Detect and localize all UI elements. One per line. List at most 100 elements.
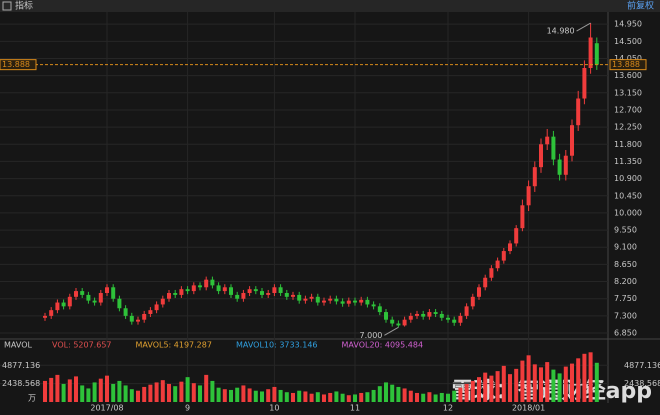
volume-bar bbox=[483, 372, 488, 402]
volume-bar bbox=[402, 388, 407, 402]
volume-bar bbox=[514, 368, 519, 402]
volume-bar bbox=[291, 392, 295, 402]
candle-body bbox=[191, 285, 196, 292]
annotation-label: 14.980 bbox=[547, 27, 575, 36]
candle-body bbox=[371, 304, 376, 307]
volume-legend: MAVOL10: 3733.146 bbox=[236, 341, 318, 350]
volume-bar bbox=[222, 389, 227, 402]
candle-body bbox=[43, 315, 47, 318]
candle-body bbox=[173, 293, 178, 295]
volume-bar bbox=[229, 389, 233, 402]
volume-bar bbox=[61, 383, 66, 402]
y-tick-label: 9.100 bbox=[614, 243, 637, 252]
candle-body bbox=[154, 304, 159, 311]
candle-body bbox=[111, 287, 116, 299]
volume-bar bbox=[253, 390, 258, 402]
volume-bar bbox=[160, 380, 165, 402]
adjust-button[interactable]: 前复权 bbox=[627, 0, 654, 12]
candle-body bbox=[309, 296, 314, 299]
volume-bar bbox=[235, 387, 240, 402]
candle-body bbox=[129, 315, 134, 322]
volume-bar bbox=[55, 374, 60, 402]
volume-bar bbox=[334, 391, 339, 402]
volume-bar bbox=[421, 393, 426, 402]
volume-bar bbox=[532, 364, 537, 402]
candle-body bbox=[105, 287, 109, 294]
candle-body bbox=[514, 228, 519, 244]
candle-body bbox=[588, 37, 593, 69]
y-tick-label: 6.850 bbox=[614, 329, 637, 338]
volume-bar bbox=[148, 384, 153, 402]
volume-bar bbox=[396, 386, 401, 402]
candle-body bbox=[458, 315, 463, 323]
candle-body bbox=[576, 98, 581, 126]
annotation-label: 7.000 bbox=[359, 331, 382, 340]
volume-bar bbox=[576, 358, 581, 402]
volume-bar bbox=[117, 380, 122, 402]
volume-bar bbox=[384, 382, 388, 402]
y-tick-label: 11.800 bbox=[614, 140, 642, 149]
candle-body bbox=[278, 287, 283, 294]
volume-bar bbox=[446, 393, 450, 402]
volume-bar bbox=[185, 377, 190, 402]
volume-bar bbox=[365, 392, 370, 402]
candle-body bbox=[297, 294, 302, 301]
volume-bar bbox=[489, 375, 494, 402]
volume-bar bbox=[594, 362, 599, 402]
volume-bar bbox=[539, 367, 543, 402]
volume-bar bbox=[526, 355, 531, 402]
candle-body bbox=[148, 310, 153, 314]
candle-body bbox=[582, 68, 587, 99]
volume-unit: 万 bbox=[28, 394, 36, 403]
candle-body bbox=[464, 306, 469, 316]
volume-bar bbox=[142, 386, 147, 402]
volume-bar bbox=[464, 383, 469, 402]
volume-bar bbox=[340, 393, 345, 402]
volume-bar bbox=[241, 385, 246, 402]
candle-body bbox=[322, 300, 326, 303]
candle-body bbox=[61, 302, 66, 307]
volume-tick-label: 2438.568 bbox=[624, 379, 660, 388]
candle-body bbox=[117, 298, 122, 309]
candle-body bbox=[216, 285, 221, 292]
volume-bar bbox=[67, 379, 72, 402]
volume-bar bbox=[582, 353, 587, 402]
volume-bar bbox=[520, 360, 525, 402]
indicator-icon[interactable] bbox=[2, 1, 12, 11]
y-tick-label: 13.600 bbox=[614, 71, 642, 80]
candle-body bbox=[489, 268, 494, 278]
volume-bar bbox=[551, 369, 556, 402]
candle-body bbox=[74, 291, 78, 297]
y-tick-label: 12.700 bbox=[614, 105, 642, 114]
volume-bar bbox=[508, 374, 512, 402]
candle-body bbox=[396, 323, 401, 326]
volume-bar bbox=[315, 392, 320, 402]
volume-tick-label: 4877.136 bbox=[624, 361, 660, 370]
volume-bar bbox=[216, 387, 221, 402]
volume-bar bbox=[136, 390, 140, 402]
volume-bar bbox=[328, 392, 333, 402]
candle-body bbox=[247, 289, 252, 294]
candle-body bbox=[353, 300, 357, 303]
annotation-leader bbox=[576, 22, 591, 32]
volume-bar bbox=[129, 389, 134, 402]
candle-body bbox=[49, 310, 54, 316]
y-tick-label: 10.450 bbox=[614, 191, 642, 200]
y-tick-label: 8.650 bbox=[614, 260, 637, 269]
indicator-title[interactable]: 指标 bbox=[15, 0, 33, 12]
x-tick-label: 11 bbox=[350, 404, 360, 413]
volume-bar bbox=[154, 382, 159, 402]
candle-body bbox=[526, 186, 531, 206]
volume-bar bbox=[105, 375, 109, 402]
y-tick-label: 7.300 bbox=[614, 311, 637, 320]
price-tag-label: 13.888 bbox=[2, 60, 30, 69]
candle-body bbox=[291, 294, 295, 297]
candle-body bbox=[303, 298, 308, 301]
x-tick-label: 9 bbox=[185, 404, 190, 413]
volume-bar bbox=[86, 388, 91, 402]
candle-body bbox=[421, 313, 426, 317]
candle-body bbox=[334, 298, 339, 302]
volume-bar bbox=[191, 383, 196, 402]
candle-body bbox=[92, 300, 97, 303]
